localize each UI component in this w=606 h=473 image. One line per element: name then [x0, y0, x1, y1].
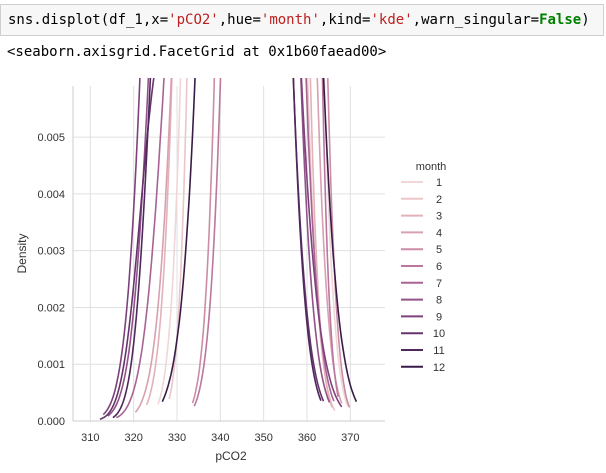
- series-line-month-2: [168, 0, 336, 411]
- x-tick-label: 330: [168, 432, 186, 444]
- series-line-month-4: [134, 0, 343, 413]
- legend-label-month-12: 12: [433, 362, 445, 374]
- legend-label-month-10: 10: [433, 328, 445, 340]
- code-prefix: sns.displot(df_1,x=: [8, 12, 169, 28]
- y-axis-label: Density: [15, 233, 29, 273]
- y-tick-label: 0.004: [37, 189, 65, 201]
- x-tick-label: 340: [211, 432, 229, 444]
- code-x-string: 'pCO2': [168, 12, 219, 28]
- legend-label-month-2: 2: [436, 194, 442, 206]
- legend-label-month-5: 5: [436, 244, 442, 256]
- legend-label-month-9: 9: [436, 311, 442, 323]
- series-line-month-10: [99, 0, 325, 421]
- series-line-month-8: [107, 0, 331, 417]
- y-tick-label: 0.005: [37, 132, 65, 144]
- cell-output-text: <seaborn.axisgrid.FacetGrid at 0x1b60fae…: [7, 44, 387, 60]
- x-axis-label: pCO2: [215, 449, 247, 463]
- code-mid2: ,kind=: [319, 12, 371, 28]
- series-line-month-11: [112, 0, 322, 419]
- legend-label-month-1: 1: [436, 177, 442, 189]
- legend-label-month-4: 4: [436, 227, 442, 239]
- code-mid1: ,hue=: [218, 12, 261, 28]
- kde-chart: 310 320 330 340 350 360 3700.0000.0010.0020.00…: [15, 0, 447, 463]
- series-line-month-12: [161, 0, 358, 403]
- legend-label-month-7: 7: [436, 278, 442, 290]
- x-tick-label: 320: [124, 432, 142, 444]
- code-suffix: ): [581, 12, 590, 28]
- y-tick-label: 0.003: [37, 246, 65, 258]
- legend-label-month-11: 11: [433, 345, 444, 357]
- y-tick-label: 0.001: [37, 359, 65, 371]
- legend-label-month-6: 6: [436, 261, 442, 273]
- code-cell-input[interactable]: sns.displot(df_1,x='pCO2',hue='month',ki…: [0, 4, 604, 36]
- x-tick-label: 350: [254, 432, 272, 444]
- legend-title: month: [416, 161, 447, 173]
- x-tick-label: 360: [298, 432, 316, 444]
- y-tick-label: 0.000: [37, 416, 65, 428]
- series-line-month-7: [115, 0, 335, 419]
- y-tick-label: 0.002: [37, 302, 65, 314]
- series-line-month-9: [102, 0, 343, 416]
- series-line-month-6: [193, 0, 339, 407]
- legend-label-month-8: 8: [436, 295, 442, 307]
- legend-label-month-3: 3: [436, 211, 442, 223]
- code-kind-string: 'kde': [370, 12, 413, 28]
- code-mid3: ,warn_singular=: [412, 12, 540, 28]
- x-tick-label: 370: [341, 432, 359, 444]
- code-keyword: False: [539, 12, 582, 28]
- x-tick-label: 310: [81, 432, 99, 444]
- code-hue-string: 'month': [260, 12, 320, 28]
